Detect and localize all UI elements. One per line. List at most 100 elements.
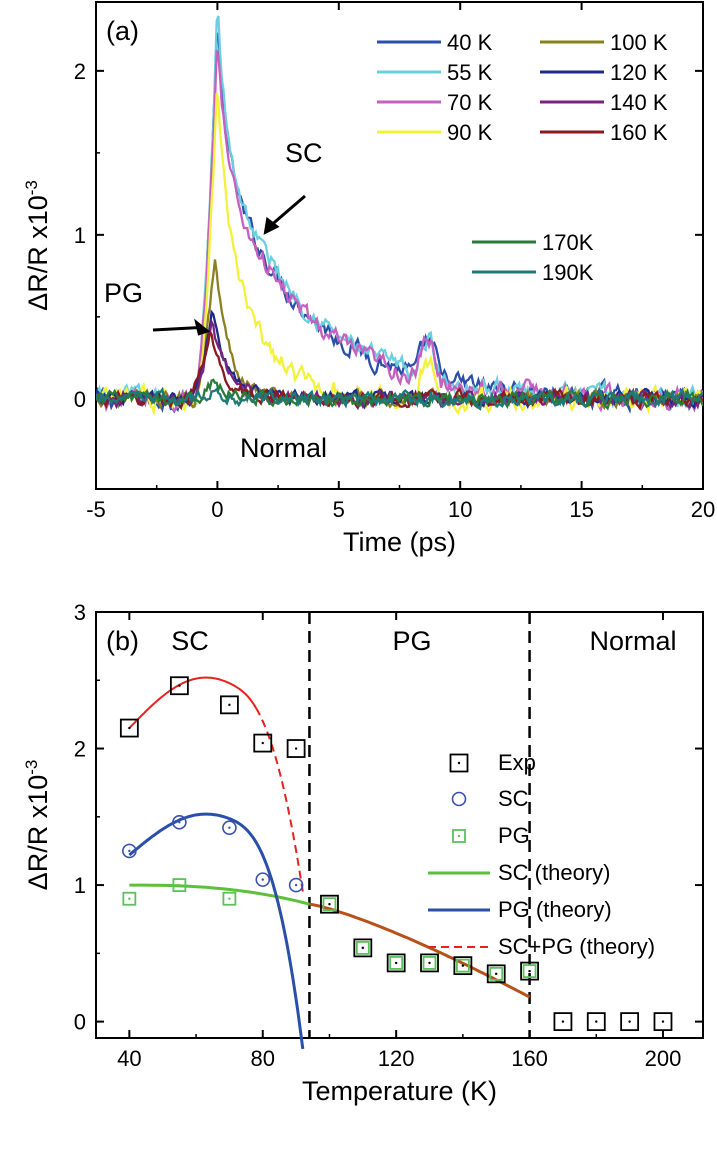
series-group (96, 15, 703, 417)
exp-point-dot (294, 747, 298, 750)
pg-point (122, 891, 137, 906)
x-tick-label: 80 (251, 1046, 275, 1071)
exp-point (553, 1012, 573, 1032)
exp-point (420, 953, 439, 973)
legend-label-pg: PG (498, 823, 530, 848)
exp-point (453, 956, 473, 976)
panel-label: (b) (106, 626, 139, 656)
annotation-sc-arrowhead (263, 216, 280, 235)
exp-point-dot (661, 1020, 665, 1023)
x-tick-label: 120 (378, 1046, 415, 1071)
pg-point-dot (178, 883, 181, 887)
pg-point (389, 956, 404, 970)
region-label-normal: Normal (589, 626, 676, 656)
pg-point (489, 966, 504, 981)
exp-point-dot (495, 972, 498, 976)
theory-pg-curve (128, 812, 305, 1050)
exp-point-dot (128, 726, 131, 730)
exp-point (169, 676, 189, 696)
exp-point (286, 739, 306, 758)
y-tick-label: 3 (74, 600, 86, 625)
legend-label-140-k: 140 K (610, 90, 668, 115)
x-axis-label: Temperature (K) (302, 1076, 497, 1106)
sc-point-dot (261, 878, 264, 881)
exp-point (620, 1012, 640, 1032)
y-tick-label: 0 (74, 1010, 86, 1035)
y-tick-label: 0 (74, 387, 86, 412)
sc-point (222, 820, 237, 836)
annotation-pg: PG (104, 278, 143, 308)
exp-point-dot (628, 1020, 631, 1023)
sc-point-dot (228, 826, 231, 829)
pg-point (222, 891, 237, 906)
legend-swatch-exp (449, 753, 469, 773)
series-line-190k (96, 386, 703, 411)
x-tick-label: 5 (333, 497, 345, 522)
theory-sc-curve (129, 883, 310, 906)
legend-label-90-k: 90 K (447, 120, 493, 145)
pg-point-dot (128, 897, 131, 900)
annotation-pg-arrowhead (194, 318, 211, 336)
legend-label-sc: SC (498, 786, 529, 811)
legend-label-exp: Exp (498, 750, 536, 775)
exp-point (253, 733, 273, 753)
x-tick-label: -5 (86, 497, 106, 522)
exp-point-dot (461, 964, 465, 967)
exp-point (320, 894, 339, 914)
legend-swatch-pg (452, 829, 466, 843)
sc-point-dot (128, 849, 131, 853)
exp-point-dot (528, 969, 531, 973)
exp-point-dot (394, 961, 398, 965)
exp-point (520, 961, 539, 981)
exp-point-dot (428, 961, 431, 965)
x-tick-label: 15 (569, 497, 593, 522)
legend-label-190k: 190K (542, 260, 594, 285)
region-label-sc: SC (171, 626, 209, 656)
y-tick-label: 1 (74, 223, 86, 248)
x-axis-label: Time (ps) (343, 527, 456, 557)
legend-label-170k: 170K (542, 230, 594, 255)
legend: 40 K 55 K 70 K 90 K 100 K 120 K 140 K 160 K 170K… (377, 30, 668, 285)
x-tick-label: 200 (645, 1046, 682, 1071)
legend-label-70-k: 70 K (447, 90, 493, 115)
x-tick-label: 0 (211, 497, 223, 522)
pg-point (172, 878, 187, 892)
exp-point (486, 964, 506, 984)
series-line-170k (96, 378, 703, 411)
legend-label-sc-pg-theory: SC+PG (theory) (498, 934, 655, 959)
sc-point (255, 872, 271, 887)
y-axis-label: ΔR/R x10-3 (22, 760, 53, 891)
pg-point (455, 958, 470, 973)
pg-point (322, 897, 337, 912)
pg-point (522, 964, 537, 978)
legend-label-40-k: 40 K (447, 30, 493, 55)
legend-label-pg-theory: PG (theory) (498, 897, 612, 922)
exp-point-dot (228, 703, 231, 707)
x-tick-label: 20 (691, 497, 715, 522)
series-line-100-k (96, 259, 703, 411)
sc-point-dot (294, 883, 298, 887)
sc-point-dot (178, 821, 181, 824)
theory-high-t-curve (309, 902, 531, 999)
region-label-pg: PG (392, 626, 431, 656)
legend-swatch-sc (451, 791, 467, 807)
exp-point (220, 695, 239, 715)
annotation-pg-arrow (152, 326, 199, 332)
legend-swatch-exp-dot (457, 761, 461, 765)
legend-label-100-k: 100 K (610, 30, 668, 55)
pg-point (422, 956, 437, 970)
exp-point-dot (261, 741, 264, 745)
exp-point-dot (561, 1020, 565, 1023)
exp-point (653, 1012, 673, 1032)
exp-point (353, 938, 373, 958)
x-tick-label: 40 (117, 1046, 141, 1071)
exp-point-dot (595, 1020, 598, 1023)
legend-label-120-k: 120 K (610, 60, 668, 85)
x-tick-label: 10 (448, 497, 472, 522)
legend-label-160-k: 160 K (610, 120, 668, 145)
exp-point-dot (361, 946, 365, 950)
exp-point (386, 953, 406, 973)
exp-point-dot (178, 684, 181, 687)
y-tick-label: 2 (74, 737, 86, 762)
